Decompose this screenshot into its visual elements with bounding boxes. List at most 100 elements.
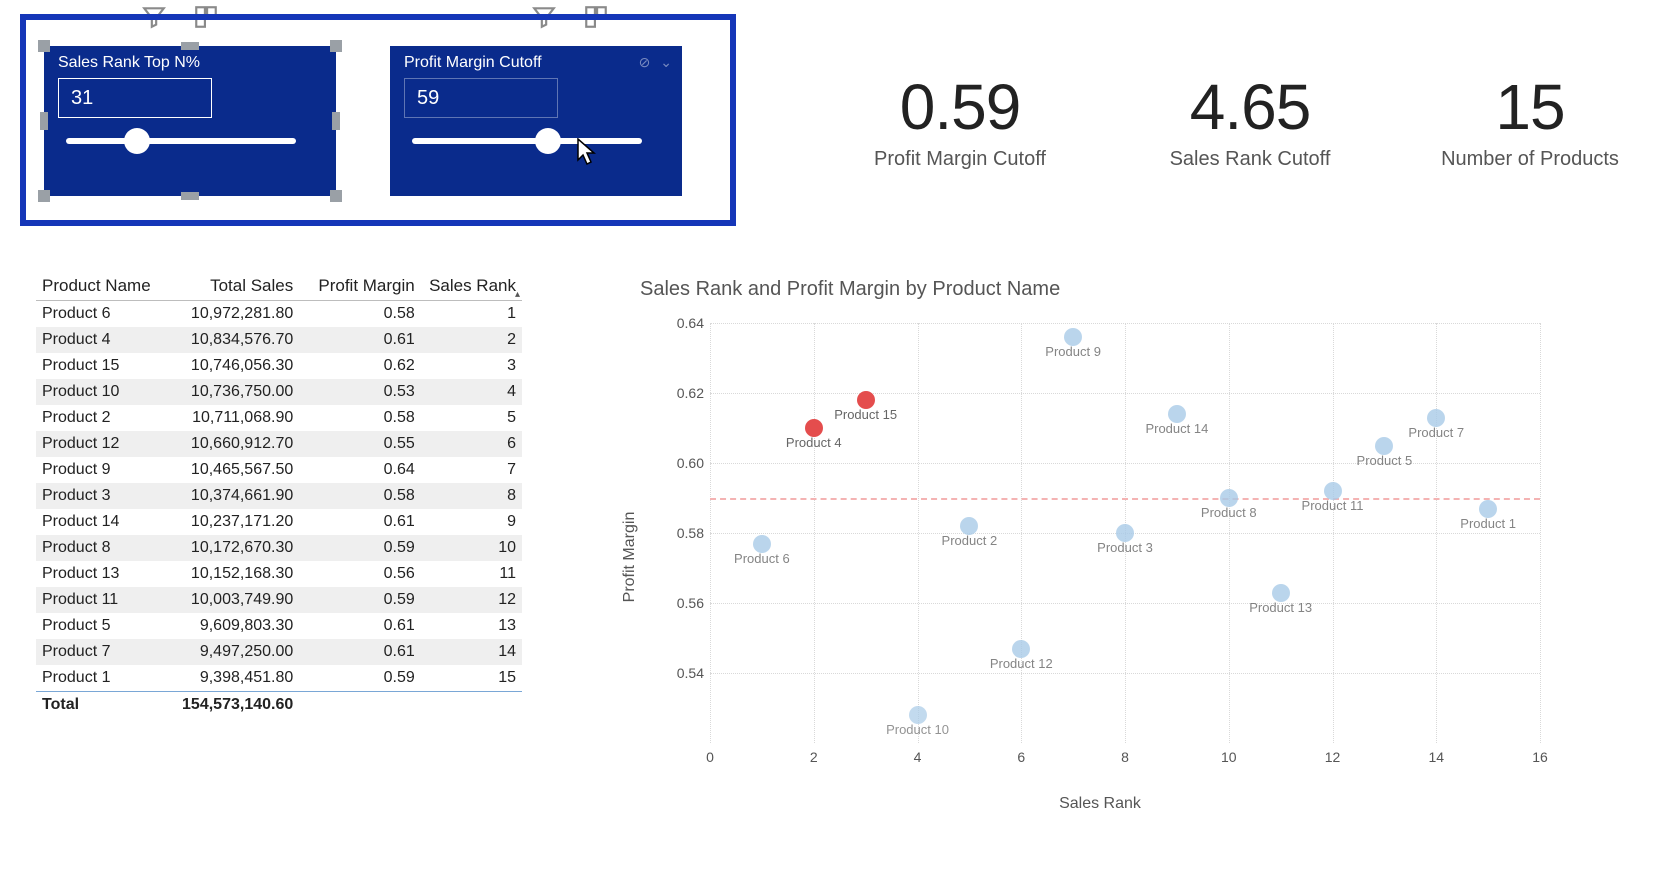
clear-icon[interactable]: ⊘ bbox=[639, 54, 651, 70]
y-tick-label: 0.54 bbox=[634, 665, 704, 681]
chart-point[interactable]: Product 8 bbox=[1220, 489, 1238, 507]
table-row[interactable]: Product 910,465,567.500.647 bbox=[36, 457, 522, 483]
x-tick-label: 2 bbox=[810, 749, 818, 765]
table-cell: Product 14 bbox=[36, 509, 168, 535]
table-cell: 9,497,250.00 bbox=[168, 639, 300, 665]
table-cell: Product 13 bbox=[36, 561, 168, 587]
table-row[interactable]: Product 310,374,661.900.588 bbox=[36, 483, 522, 509]
table-header[interactable]: Sales Rank bbox=[421, 272, 522, 301]
table-row[interactable]: Product 79,497,250.000.6114 bbox=[36, 639, 522, 665]
chart-point[interactable]: Product 11 bbox=[1324, 482, 1342, 500]
table-row[interactable]: Product 1410,237,171.200.619 bbox=[36, 509, 522, 535]
x-tick-label: 6 bbox=[1017, 749, 1025, 765]
selection-handle[interactable] bbox=[332, 112, 340, 130]
table-cell: 4 bbox=[421, 379, 522, 405]
table-row[interactable]: Product 210,711,068.900.585 bbox=[36, 405, 522, 431]
chart-point[interactable]: Product 6 bbox=[753, 535, 771, 553]
table-row[interactable]: Product 810,172,670.300.5910 bbox=[36, 535, 522, 561]
table-cell: 8 bbox=[421, 483, 522, 509]
table-cell: 10,152,168.30 bbox=[168, 561, 300, 587]
table-header[interactable]: Product Name bbox=[36, 272, 168, 301]
chart-point[interactable]: Product 13 bbox=[1272, 584, 1290, 602]
chart-plot: Profit Margin Product 1Product 2Product … bbox=[620, 307, 1580, 807]
chart-point-label: Product 5 bbox=[1357, 453, 1413, 468]
chart-point[interactable]: Product 15 bbox=[857, 391, 875, 409]
table-row[interactable]: Product 410,834,576.700.612 bbox=[36, 327, 522, 353]
table-cell: 0.59 bbox=[299, 535, 421, 561]
chart-point[interactable]: Product 2 bbox=[960, 517, 978, 535]
table-cell: 10,660,912.70 bbox=[168, 431, 300, 457]
selection-handle[interactable] bbox=[330, 190, 342, 202]
selection-handle[interactable] bbox=[38, 40, 50, 52]
table-cell: 15 bbox=[421, 665, 522, 692]
table-cell: Product 2 bbox=[36, 405, 168, 431]
table-row[interactable]: Product 1310,152,168.300.5611 bbox=[36, 561, 522, 587]
table-cell: Product 1 bbox=[36, 665, 168, 692]
table-row[interactable]: Product 1210,660,912.700.556 bbox=[36, 431, 522, 457]
x-tick-label: 16 bbox=[1532, 749, 1548, 765]
table-cell: 10,172,670.30 bbox=[168, 535, 300, 561]
x-tick-label: 8 bbox=[1121, 749, 1129, 765]
slicer-slider-track[interactable] bbox=[66, 138, 296, 144]
chart-point[interactable]: Product 3 bbox=[1116, 524, 1134, 542]
slicer-sales-rank-top-n[interactable]: Sales Rank Top N% 31 bbox=[44, 46, 336, 196]
scatter-chart[interactable]: Sales Rank and Profit Margin by Product … bbox=[620, 278, 1620, 838]
chart-point[interactable]: Product 4 bbox=[805, 419, 823, 437]
table-cell: Product 12 bbox=[36, 431, 168, 457]
table-cell: 0.62 bbox=[299, 353, 421, 379]
selection-handle[interactable] bbox=[181, 192, 199, 200]
slicer-value-input[interactable]: 31 bbox=[58, 78, 212, 118]
table-cell: 0.55 bbox=[299, 431, 421, 457]
table-cell: 10 bbox=[421, 535, 522, 561]
selection-handle[interactable] bbox=[181, 42, 199, 50]
y-tick-label: 0.56 bbox=[634, 595, 704, 611]
chart-point-label: Product 15 bbox=[834, 407, 897, 422]
chart-point[interactable]: Product 1 bbox=[1479, 500, 1497, 518]
selection-handle[interactable] bbox=[40, 112, 48, 130]
table-cell: 0.61 bbox=[299, 613, 421, 639]
chart-point[interactable]: Product 14 bbox=[1168, 405, 1186, 423]
chart-point[interactable]: Product 5 bbox=[1375, 437, 1393, 455]
slicer-title: Profit Margin Cutoff bbox=[404, 54, 668, 72]
slicer-title: Sales Rank Top N% bbox=[58, 54, 322, 72]
products-table[interactable]: Product NameTotal SalesProfit MarginSale… bbox=[36, 272, 522, 718]
table-row[interactable]: Product 1110,003,749.900.5912 bbox=[36, 587, 522, 613]
chart-point[interactable]: Product 12 bbox=[1012, 640, 1030, 658]
table-cell: Product 4 bbox=[36, 327, 168, 353]
table-cell: Product 5 bbox=[36, 613, 168, 639]
table-row[interactable]: Product 1510,746,056.300.623 bbox=[36, 353, 522, 379]
table-header[interactable]: Total Sales bbox=[168, 272, 300, 301]
slicer-profit-margin-cutoff[interactable]: ⊘ ⌄ Profit Margin Cutoff 59 bbox=[390, 46, 682, 196]
table-row[interactable]: Product 19,398,451.800.5915 bbox=[36, 665, 522, 692]
chart-point[interactable]: Product 10 bbox=[909, 706, 927, 724]
table-cell: 10,374,661.90 bbox=[168, 483, 300, 509]
slicer-slider-track[interactable] bbox=[412, 138, 642, 144]
table-cell: 10,237,171.20 bbox=[168, 509, 300, 535]
chart-point[interactable]: Product 7 bbox=[1427, 409, 1445, 427]
chart-point-label: Product 2 bbox=[942, 533, 998, 548]
table-cell: 10,834,576.70 bbox=[168, 327, 300, 353]
table-row[interactable]: Product 59,609,803.300.6113 bbox=[36, 613, 522, 639]
slicer-slider-thumb[interactable] bbox=[124, 128, 150, 154]
selection-handle[interactable] bbox=[38, 190, 50, 202]
slicer-options[interactable]: ⊘ ⌄ bbox=[639, 54, 672, 71]
table-cell: 0.58 bbox=[299, 483, 421, 509]
table-row[interactable]: Product 1010,736,750.000.534 bbox=[36, 379, 522, 405]
table-cell: 10,465,567.50 bbox=[168, 457, 300, 483]
table-row[interactable]: Product 610,972,281.800.581 bbox=[36, 301, 522, 328]
table-cell: 0.61 bbox=[299, 327, 421, 353]
chevron-down-icon[interactable]: ⌄ bbox=[660, 54, 672, 70]
table-cell: 13 bbox=[421, 613, 522, 639]
table-cell: Product 10 bbox=[36, 379, 168, 405]
kpi-label: Sales Rank Cutoff bbox=[1120, 148, 1380, 171]
chart-point-label: Product 3 bbox=[1097, 540, 1153, 555]
table-cell: 0.64 bbox=[299, 457, 421, 483]
selection-handle[interactable] bbox=[330, 40, 342, 52]
table-cell: Product 15 bbox=[36, 353, 168, 379]
kpi-sales-rank-cutoff: 4.65 Sales Rank Cutoff bbox=[1120, 70, 1380, 171]
slicer-slider-thumb[interactable] bbox=[535, 128, 561, 154]
table-cell: Product 8 bbox=[36, 535, 168, 561]
chart-point[interactable]: Product 9 bbox=[1064, 328, 1082, 346]
slicer-value-input[interactable]: 59 bbox=[404, 78, 558, 118]
table-header[interactable]: Profit Margin bbox=[299, 272, 421, 301]
